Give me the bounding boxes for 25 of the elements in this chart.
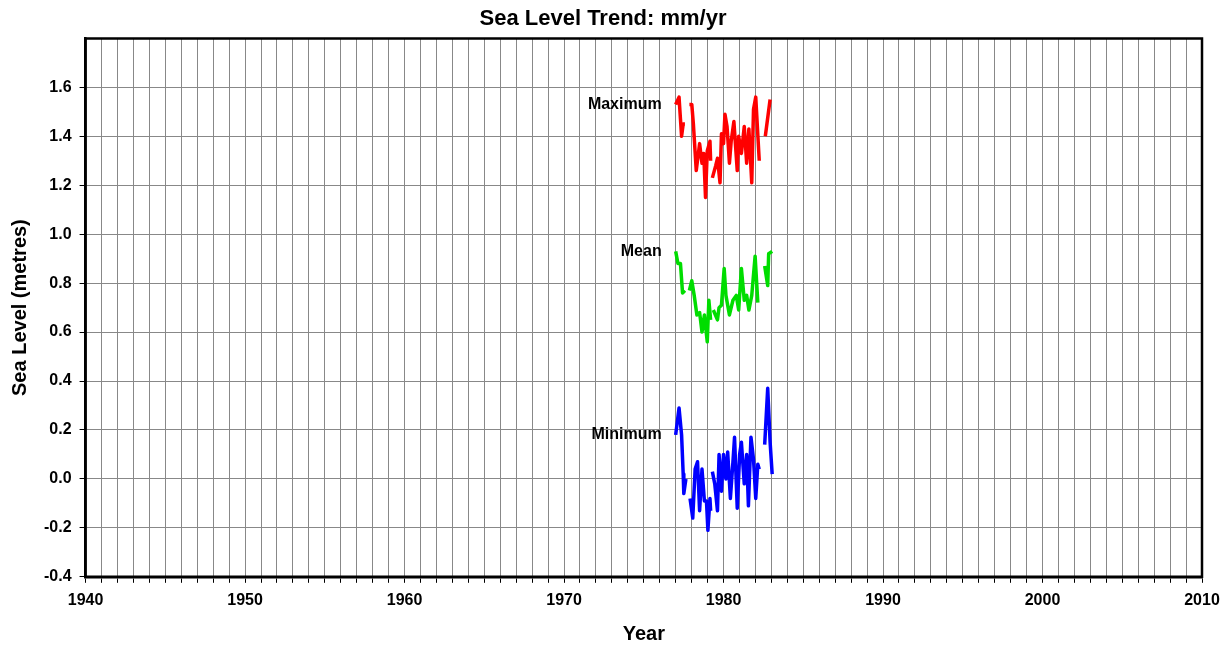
y-axis-title: Sea Level (metres) bbox=[7, 219, 30, 396]
x-tick-label: 2010 bbox=[1184, 590, 1220, 608]
y-tick-label: 0.8 bbox=[49, 273, 72, 291]
y-tick-label: 1.2 bbox=[49, 175, 72, 193]
x-tick-label: 1980 bbox=[705, 590, 742, 608]
x-axis-title: Year bbox=[622, 621, 666, 644]
chart-title: Sea Level Trend: mm/yr bbox=[479, 5, 727, 31]
y-tick-label: 0.6 bbox=[49, 322, 72, 340]
y-tick-label: 1.6 bbox=[49, 77, 72, 95]
series-label: Mean bbox=[620, 241, 662, 259]
series-label: Minimum bbox=[591, 425, 662, 443]
series-label: Maximum bbox=[587, 94, 662, 112]
x-tick-label: 1960 bbox=[386, 590, 423, 608]
y-tick-label: 0.4 bbox=[49, 371, 72, 389]
x-tick-label: 1990 bbox=[865, 590, 901, 608]
x-tick-label: 1940 bbox=[67, 590, 104, 608]
y-tick-label: 1.4 bbox=[49, 126, 72, 144]
y-tick-label: 0.2 bbox=[49, 420, 72, 438]
x-tick-label: 1950 bbox=[227, 590, 263, 608]
x-tick-label: 1970 bbox=[546, 590, 582, 608]
x-tick-label: 2000 bbox=[1024, 590, 1061, 608]
y-tick-label: -0.4 bbox=[43, 567, 72, 585]
y-tick-label: 0.0 bbox=[49, 469, 72, 487]
y-tick-label: -0.2 bbox=[43, 518, 72, 536]
y-tick-label: 1.0 bbox=[49, 224, 72, 242]
